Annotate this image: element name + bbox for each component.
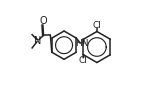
Text: Cl: Cl [93, 21, 102, 30]
Text: O: O [39, 16, 47, 26]
Text: N: N [34, 36, 42, 46]
Text: Cl: Cl [79, 56, 88, 65]
Text: HN: HN [75, 39, 89, 48]
